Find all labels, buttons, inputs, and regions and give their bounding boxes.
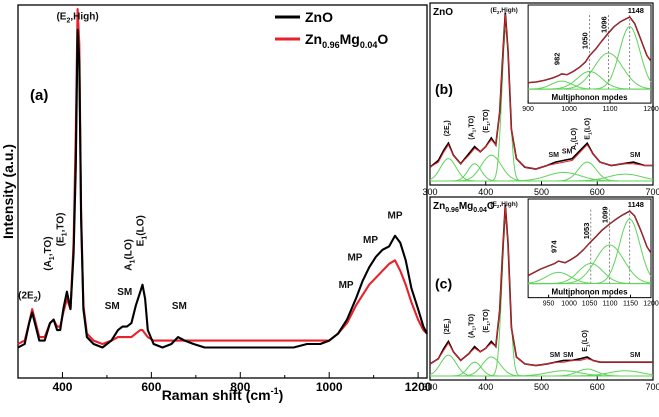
inset-b-peak-label-3: 1148: [628, 6, 644, 15]
panel-c: 300 400 500 600 700(2E2)(A1,TO)(E1,TO)SM SME1…: [422, 196, 659, 392]
inset-c-component-3: [528, 218, 652, 285]
panel-c-peak-label: (E2,High): [490, 201, 517, 209]
inset-c-tick-label-1000: 1000: [561, 301, 577, 308]
inset-c-tick-label-1200: 1200: [643, 301, 659, 308]
inset-b-frame: [527, 4, 652, 104]
x-axis-label: Raman shift (cm-1): [162, 386, 284, 403]
x-tick-label-400: 400: [52, 380, 72, 394]
inset-c: 950 1000 1050 1100 1150 1200 974 1053 1099 1148 Mu…: [527, 198, 659, 308]
inset-c-fit: [527, 210, 652, 276]
inset-b-peak-label-0: 982: [553, 53, 562, 66]
annotation-10: MP: [347, 252, 362, 263]
panel-c-annotation-2: (E1,TO): [483, 309, 492, 333]
inset-c-tick-label-950: 950: [543, 301, 555, 308]
x-tick-label-600: 600: [141, 380, 161, 394]
inset-b: 900 1000 1100 1200 982 1050 1096 1148 Multiphono…: [522, 4, 659, 113]
annotation-12: MP: [387, 210, 402, 221]
panel-c-annotation-4: SM: [563, 352, 574, 359]
annotation-4: SM: [105, 301, 120, 312]
main-plot: 400 600 800 1000 1200 (E2,High) (2E2) (A1,TO) (E…: [0, 4, 432, 403]
y-axis-label: Intensity (a.u.): [0, 144, 16, 239]
inset-c-peak-label-0: 974: [549, 240, 558, 253]
series-fit: [429, 206, 653, 367]
inset-b-xlabel: Multiphonon modes: [552, 93, 629, 102]
annotation-3: (E1,TO): [55, 213, 68, 247]
panel-b-sample-label: ZnO: [433, 7, 453, 18]
panel-c-annotation-1: (A1,TO): [468, 314, 477, 338]
fit-component-6: [430, 370, 654, 377]
annotation-2: (A1,TO): [43, 236, 56, 270]
inset-b-peak-label-1: 1050: [581, 32, 590, 49]
inset-c-tick-label-1150: 1150: [623, 301, 638, 308]
inset-c-frame: [527, 198, 652, 299]
panel-b-annotation-4: SM: [562, 148, 573, 155]
legend-label-0: ZnO: [305, 9, 333, 25]
inset-c-tick-label-1050: 1050: [582, 301, 598, 308]
annotation-7: E1(LO): [135, 215, 148, 246]
panel-b-tick-label-400: 400: [478, 187, 493, 197]
annotation-9: MP: [339, 280, 354, 291]
panel-c-tick-label-700: 700: [645, 382, 659, 392]
x-tick-label-1000: 1000: [316, 380, 343, 394]
panel-c-annotation-0: (2E2): [444, 318, 453, 334]
annotation-11: MP: [363, 235, 378, 246]
annotation-6: A1(LO): [123, 239, 136, 271]
inset-b-tick-label-900: 900: [522, 106, 534, 113]
inset-c-tick-label-1100: 1100: [603, 301, 618, 308]
inset-b-tick-label-1200: 1200: [643, 106, 659, 113]
panel-b-peak-label: (E2,High): [490, 7, 517, 15]
panel-label-a: (a): [30, 87, 48, 104]
panel-b-annotation-3: SM: [549, 152, 560, 159]
panel-label-b: (b): [435, 81, 453, 97]
panel-c-sample-label: Zn0.96Mg0.04O: [433, 201, 495, 214]
inset-b-tick-label-1100: 1100: [603, 106, 618, 113]
annotation-0: (E2,High): [56, 11, 98, 24]
inset-b-component-3: [528, 26, 652, 90]
annotation-1: (2E2): [18, 291, 41, 304]
panel-c-annotation-6: SM: [630, 352, 641, 359]
legend-label-1: Zn0.96Mg0.04O: [305, 31, 388, 50]
fit-component-6: [430, 173, 654, 182]
panel-b-tick-label-600: 600: [590, 187, 605, 197]
inset-c-peak-label-2: 1099: [601, 206, 610, 223]
inset-c-xlabel: Multiphonon modes: [552, 288, 629, 297]
panel-c-tick-label-300: 300: [422, 382, 437, 392]
panel-c-tick-label-400: 400: [478, 382, 493, 392]
panel-b-annotation-5: A1(LO): [571, 128, 580, 150]
panel-b-annotation-7: SM: [630, 152, 641, 159]
x-tick-label-800: 800: [230, 380, 250, 394]
panel-b: 300 400 500 600 700(2E2)(A1,TO) (E1,TO)SM SMA1…: [422, 2, 659, 197]
panel-b-annotation-6: E1(LO): [584, 118, 593, 140]
annotation-8: SM: [172, 301, 187, 312]
panel-c-annotation-5: E1(LO): [582, 330, 591, 352]
panel-b-tick-label-500: 500: [534, 187, 549, 197]
panel-label-c: (c): [435, 276, 452, 292]
series-fit: [429, 14, 653, 170]
inset-b-fit: [528, 16, 652, 84]
panel-b-tick-label-300: 300: [422, 187, 437, 197]
panel-c-annotation-3: SM: [550, 352, 561, 359]
main-plot-frame: [17, 4, 428, 379]
panel-b-annotation-1: (A1,TO): [468, 116, 477, 140]
inset-c-peak-label-1: 1053: [582, 223, 591, 240]
panel-b-annotation-2: (E1,TO): [483, 109, 492, 133]
x-tick-label-1200: 1200: [405, 380, 432, 394]
annotation-5: SM: [117, 287, 132, 298]
inset-b-tick-label-1000: 1000: [561, 106, 577, 113]
panel-b-tick-label-700: 700: [645, 187, 659, 197]
series-line-ZnO: [17, 28, 428, 349]
panel-b-annotation-0: (2E2): [444, 120, 453, 136]
inset-c-peak-label-3: 1148: [628, 200, 644, 209]
panel-c-tick-label-500: 500: [534, 382, 549, 392]
legend: ZnO Zn0.96Mg0.04O: [275, 9, 388, 50]
inset-b-peak-label-2: 1096: [599, 16, 608, 33]
panel-c-tick-label-600: 600: [590, 382, 605, 392]
